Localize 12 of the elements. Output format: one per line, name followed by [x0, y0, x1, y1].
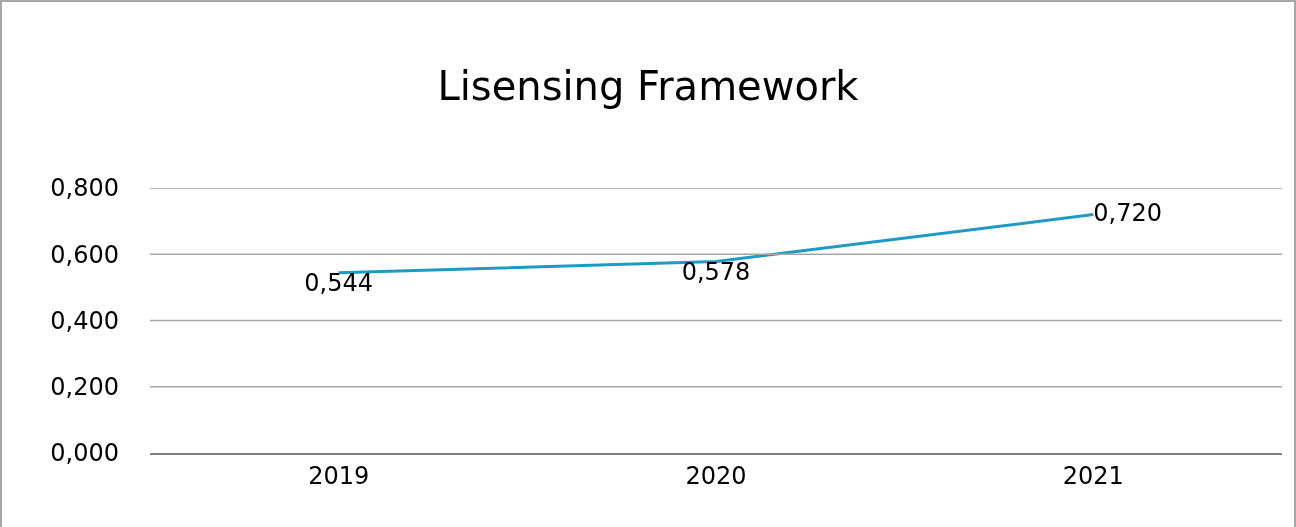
x-tick-label: 2019 [308, 461, 370, 490]
x-tick-label: 2020 [685, 461, 747, 490]
y-tick-label: 0,400 [50, 306, 119, 335]
y-tick-label: 0,800 [50, 174, 119, 203]
y-tick-label: 0,200 [50, 373, 119, 402]
data-label: 0,544 [304, 268, 374, 297]
chart-title: Lisensing Framework [437, 63, 860, 109]
data-label: 0,578 [681, 257, 751, 286]
y-tick-label: 0,600 [50, 240, 119, 269]
x-tick-label: 2021 [1062, 461, 1124, 490]
y-tick-label: 0,000 [50, 439, 119, 468]
data-label: 0,720 [1093, 198, 1163, 227]
